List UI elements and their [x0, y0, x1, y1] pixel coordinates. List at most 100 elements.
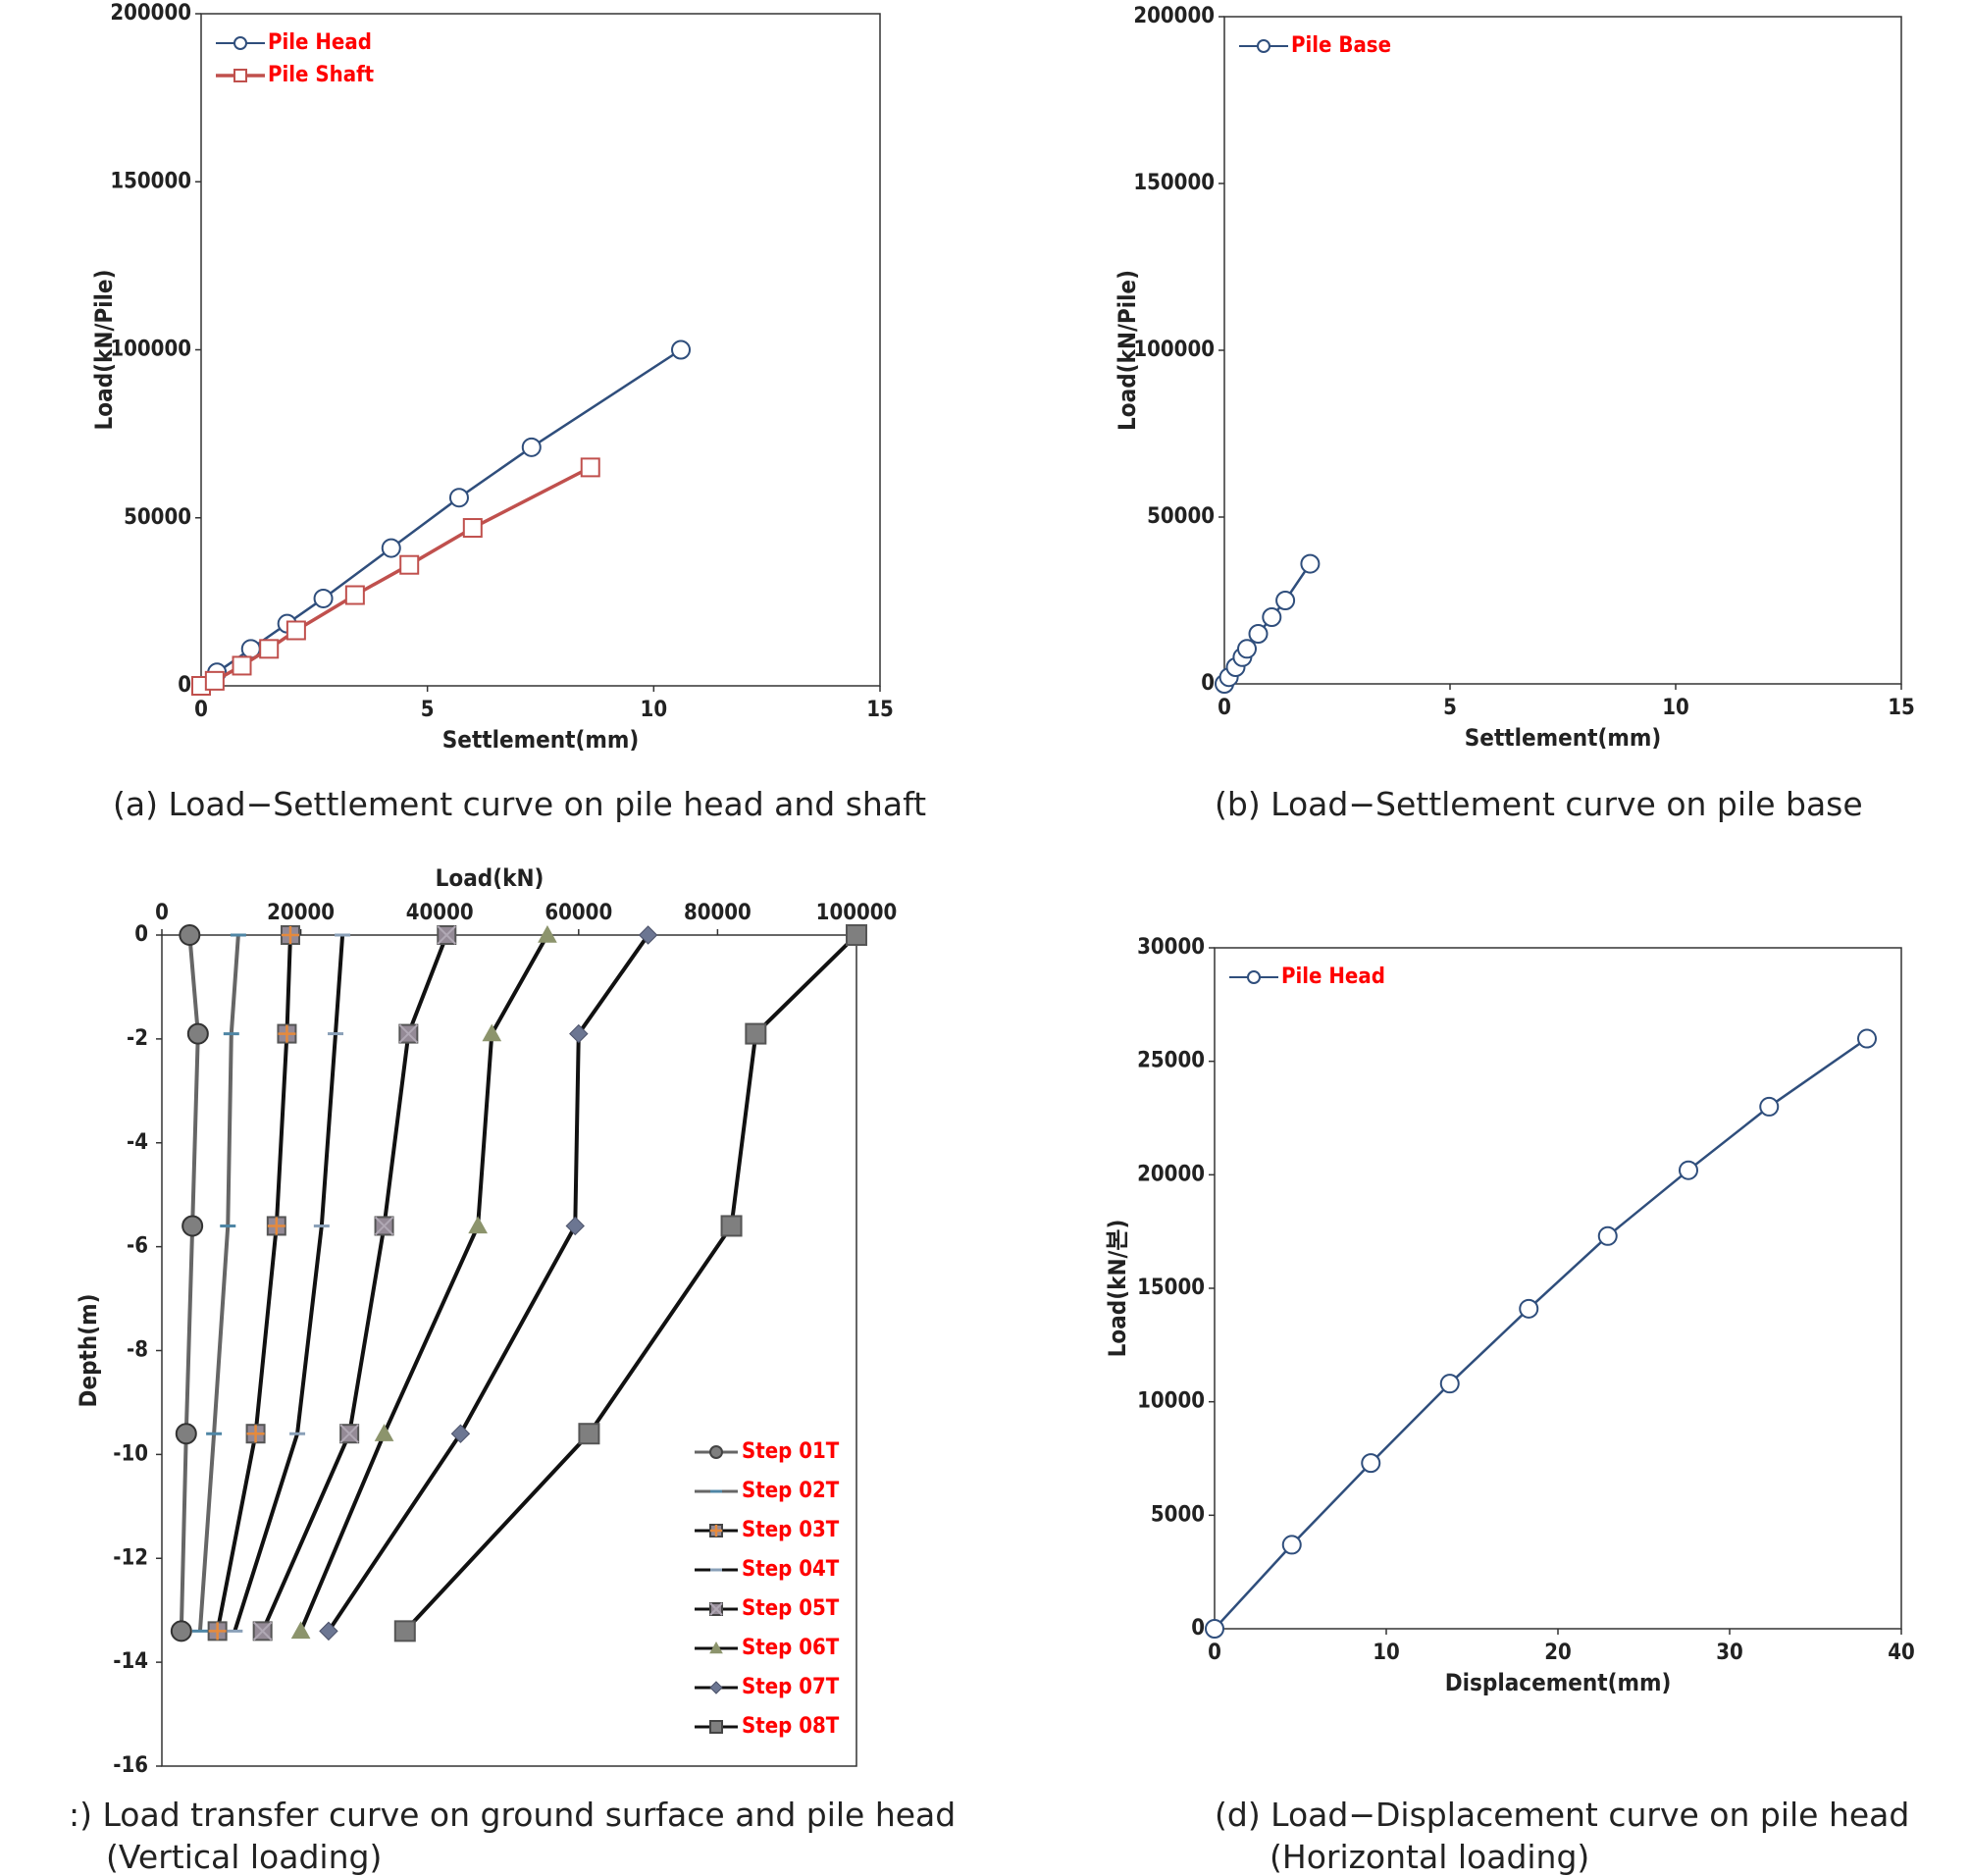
y-tick-label: 0 — [1201, 671, 1215, 696]
y-tick-label: -6 — [127, 1234, 148, 1259]
data-point — [578, 1423, 600, 1445]
caption-d: (d) Load−Displacement curve on pile head… — [1215, 1796, 1909, 1876]
data-point-box — [344, 585, 365, 605]
legend-label: Step 07T — [742, 1675, 840, 1699]
data-point — [245, 1424, 266, 1444]
data-point — [468, 1216, 488, 1234]
caption-d-line2: (Horizontal loading) — [1270, 1838, 1590, 1876]
data-point — [450, 1424, 471, 1443]
legend-label: Step 04T — [742, 1557, 840, 1582]
y-tick-label: 150000 — [110, 169, 191, 193]
legend-marker — [233, 69, 247, 82]
caption-a-text: (a) Load−Settlement curve on pile head a… — [113, 785, 927, 823]
data-point-box — [204, 670, 225, 691]
y-tick-label: 50000 — [1147, 504, 1215, 529]
data-point-box — [578, 1423, 600, 1445]
legend-marker — [709, 1602, 723, 1616]
series-step-06t: Step 06T — [290, 924, 840, 1660]
data-point — [374, 1216, 394, 1236]
legend-marker — [709, 1445, 723, 1459]
data-point — [1281, 1535, 1302, 1555]
data-point — [482, 1023, 502, 1042]
data-point — [181, 1215, 204, 1237]
caption-b-text: (b) Load−Settlement curve on pile base — [1215, 785, 1863, 823]
data-point — [374, 1424, 394, 1441]
data-point — [290, 1621, 311, 1640]
y-tick-label: 50000 — [124, 505, 191, 530]
legend-label: Step 06T — [742, 1636, 840, 1660]
series-pile-head: Pile Head — [1205, 964, 1877, 1639]
series-step-02t: Step 02T — [191, 933, 840, 1633]
series-line — [298, 934, 549, 1633]
data-point — [207, 1621, 228, 1642]
legend-marker-box — [709, 1720, 723, 1734]
data-point — [538, 924, 557, 943]
chart-c-load-transfer: 0 20000 40000 60000 80000 100000 0 -2 -4 -6 -8 -10 -… — [75, 864, 897, 1778]
data-point-cross — [374, 1216, 394, 1236]
x-tick-label: 80000 — [684, 901, 752, 925]
x-axis-label: Displacement(mm) — [1445, 1669, 1672, 1696]
series-step-04t: Step 04T — [227, 933, 840, 1633]
y-tick-label: 0 — [1191, 1616, 1205, 1641]
x-tick-label: 20000 — [267, 901, 335, 925]
data-point — [1205, 1619, 1224, 1639]
data-point — [638, 925, 658, 945]
caption-c-line1: :) Load transfer curve on ground surface… — [69, 1796, 957, 1834]
data-point — [259, 639, 280, 659]
y-axis-label: Load(kN/Pile) — [90, 270, 118, 431]
x-tick-label: 20 — [1544, 1641, 1572, 1665]
series-step-07t: Step 07T — [319, 925, 840, 1699]
data-point — [277, 1023, 297, 1044]
data-point-box — [462, 518, 483, 539]
data-point-box — [720, 1215, 743, 1237]
data-point-plus — [208, 1622, 227, 1641]
y-tick-label: 10000 — [1137, 1389, 1205, 1414]
data-point — [462, 518, 483, 539]
y-tick-label: -8 — [127, 1338, 148, 1363]
x-tick-label: 40000 — [406, 901, 474, 925]
legend-label: Step 05T — [742, 1596, 840, 1621]
data-point-cross — [437, 925, 456, 945]
x-tick-label: 0 — [1208, 1641, 1221, 1665]
data-point — [319, 1621, 338, 1642]
caption-c: :) Load transfer curve on ground surface… — [69, 1796, 956, 1876]
legend-marker-plus — [710, 1525, 722, 1537]
data-point-box — [232, 655, 252, 676]
plot-frame — [200, 13, 881, 687]
series-pile-head: Pile Head — [191, 30, 692, 696]
data-point — [846, 924, 867, 946]
y-axis-label: Load(kN/본) — [1104, 1220, 1131, 1358]
data-point-cross — [398, 1023, 419, 1044]
legend-marker-box — [233, 69, 247, 82]
data-point-plus — [267, 1217, 285, 1235]
series-line — [1214, 1037, 1868, 1630]
chart-a-pile-head-shaft: 0 5 10 15 0 50000 100000 150000 200000 Settlement… — [90, 1, 894, 754]
data-point — [671, 339, 692, 360]
data-point-cross — [252, 1621, 273, 1642]
x-tick-label: 15 — [866, 698, 894, 722]
legend-marker — [709, 1720, 723, 1734]
y-tick-label: -2 — [127, 1026, 148, 1051]
data-point-plus — [246, 1425, 265, 1443]
y-tick-label: 5000 — [1151, 1502, 1205, 1527]
data-point — [381, 538, 401, 558]
y-tick-label: 0 — [178, 673, 191, 698]
data-point — [186, 1022, 209, 1045]
data-point-box — [745, 1022, 767, 1045]
data-point — [179, 924, 201, 946]
plot-frame — [1214, 947, 1902, 1630]
series-pile-base: Pile Base — [1215, 33, 1391, 694]
data-point-box — [393, 1620, 416, 1642]
data-point — [204, 670, 225, 691]
data-point — [745, 1022, 767, 1045]
legend-marker — [709, 1641, 723, 1654]
legend-label: Pile Head — [268, 30, 372, 55]
y-axis-label: Load(kN/Pile) — [1114, 270, 1141, 431]
data-point-box — [399, 554, 420, 575]
x-tick-label: 10 — [641, 698, 668, 722]
y-tick-label: -14 — [113, 1649, 148, 1674]
data-point — [521, 437, 542, 457]
x-tick-label: 10 — [1373, 1641, 1400, 1665]
data-point — [1237, 639, 1257, 659]
